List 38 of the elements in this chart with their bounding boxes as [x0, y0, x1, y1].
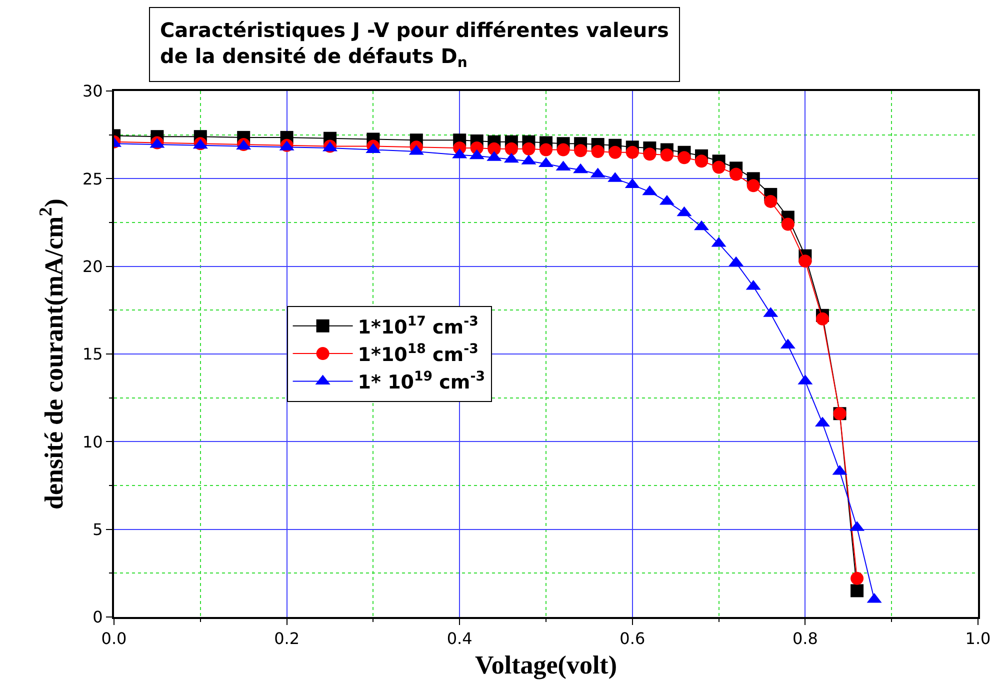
x-axis-title: Voltage(volt)	[474, 650, 618, 680]
x-tick-label: 1.0	[965, 629, 991, 648]
y-tick-label: 5	[92, 520, 103, 539]
legend-label: 1*10$^{18}$ cm$^{-3}$	[358, 342, 478, 366]
point	[781, 218, 794, 231]
y-tick-label: 15	[82, 344, 103, 364]
y-tick-label: 20	[82, 256, 103, 276]
x-tick-label: 0.4	[446, 629, 472, 648]
point	[746, 179, 760, 192]
x-tick-label: 0.0	[101, 629, 127, 648]
point	[574, 144, 588, 158]
y-tick-label: 0	[92, 608, 103, 627]
point	[643, 148, 656, 161]
point	[608, 146, 622, 159]
point	[712, 160, 726, 174]
y-tick-label: 30	[82, 82, 103, 101]
x-tick-label: 0.2	[274, 629, 300, 648]
point	[488, 142, 501, 156]
point	[764, 194, 778, 208]
x-tick-label: 0.8	[792, 629, 818, 648]
point	[504, 142, 518, 156]
legend-label: 1* 10$^{19}$ cm$^{-3}$	[358, 370, 486, 394]
y-tick-label: 10	[82, 432, 103, 452]
x-tick-label: 0.6	[620, 629, 646, 648]
point	[730, 168, 743, 181]
legend-label: 1*10$^{17}$ cm$^{-3}$	[358, 314, 478, 338]
point	[556, 143, 570, 156]
point	[798, 254, 812, 268]
point	[816, 312, 829, 326]
point	[660, 148, 674, 162]
point	[591, 144, 604, 158]
point	[540, 143, 552, 156]
point	[678, 151, 691, 164]
y-tick-label: 25	[82, 169, 103, 188]
point	[522, 142, 536, 156]
point	[695, 154, 708, 168]
point	[626, 146, 639, 159]
chart-title: Caractéristiques J -V pour différentes valeurs de la densité de défauts D$_{n}$	[160, 18, 669, 72]
